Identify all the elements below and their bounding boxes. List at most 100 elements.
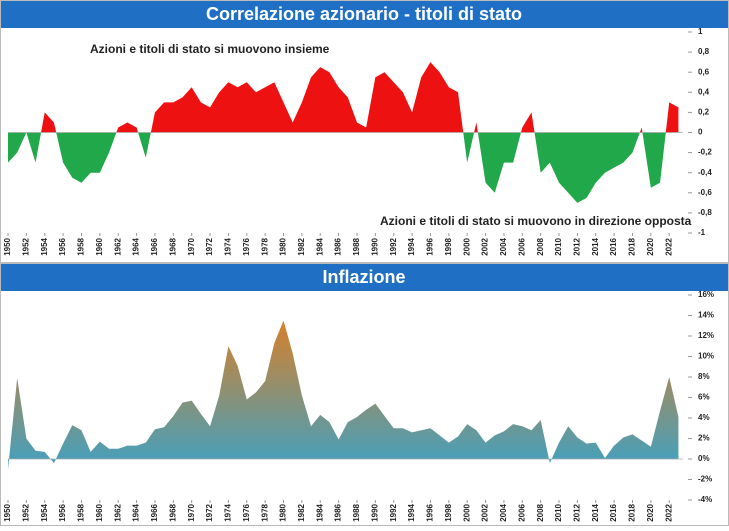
x-tick-label: 1992 [389,237,398,255]
x-tick-label: 1980 [279,503,288,521]
x-tick-label: 1994 [407,503,416,521]
x-tick-label: 1998 [444,237,453,255]
y-tick-label: 14% [698,311,714,320]
x-tick-label: 2016 [609,237,618,255]
x-tick-label: 1950 [3,503,12,521]
y-tick-label: -1 [698,228,706,237]
x-tick-label: 1956 [58,237,67,255]
x-tick-label: 2012 [572,237,581,255]
x-tick-label: 1964 [132,237,141,255]
y-tick-label: -0,6 [698,188,712,197]
x-tick-label: 2010 [554,237,563,255]
y-tick-label: -0,4 [698,168,712,177]
y-tick-label: 12% [698,331,714,340]
x-tick-label: 2022 [664,237,673,255]
x-tick-label: 1954 [40,237,49,255]
x-tick-label: 1958 [77,503,86,521]
x-tick-label: 1958 [77,237,86,255]
annotation: Azioni e titoli di stato si muovono in d… [380,214,692,228]
x-tick-label: 1966 [150,503,159,521]
x-tick-label: 1970 [187,503,196,521]
y-tick-label: 16% [698,290,714,299]
x-tick-label: 2012 [572,503,581,521]
x-tick-label: 1960 [95,237,104,255]
x-tick-label: 1980 [279,237,288,255]
x-tick-label: 2008 [536,503,545,521]
x-tick-label: 1956 [58,503,67,521]
x-tick-label: 1988 [352,237,361,255]
x-tick-label: 1978 [260,237,269,255]
x-tick-label: 2006 [517,237,526,255]
x-tick-label: 2006 [517,503,526,521]
x-tick-label: 1972 [205,237,214,255]
y-tick-label: 0 [698,128,703,137]
y-tick-label: 4% [698,413,710,422]
x-tick-label: 1982 [297,503,306,521]
area [8,320,679,470]
y-tick-label: 10% [698,352,714,361]
title-bar [1,1,728,28]
x-tick-label: 1964 [132,503,141,521]
x-tick-label: 2002 [481,237,490,255]
x-tick-label: 2016 [609,503,618,521]
y-tick-label: -0,8 [698,208,712,217]
x-tick-label: 1996 [426,503,435,521]
x-tick-label: 1996 [426,237,435,255]
x-tick-label: 2010 [554,503,563,521]
x-tick-label: 1952 [21,503,30,521]
x-tick-label: 1992 [389,503,398,521]
title-bar [1,264,728,291]
x-tick-label: 1962 [113,503,122,521]
x-tick-label: 1988 [352,503,361,521]
x-tick-label: 2002 [481,503,490,521]
y-tick-label: 0,8 [698,47,710,56]
x-tick-label: 1986 [334,237,343,255]
x-tick-label: 1990 [370,237,379,255]
y-tick-label: 8% [698,372,710,381]
x-tick-label: 2004 [499,503,508,521]
chart-title: Correlazione azionario - titoli di stato [206,4,522,24]
annotation: Azioni e titoli di stato si muovono insi… [90,42,330,56]
x-tick-label: 1952 [21,237,30,255]
x-tick-label: 1984 [315,503,324,521]
y-tick-label: 0% [698,454,710,463]
x-tick-label: 1984 [315,237,324,255]
y-tick-label: 6% [698,393,710,402]
x-tick-label: 1976 [242,237,251,255]
x-tick-label: 2008 [536,237,545,255]
x-tick-label: 1974 [224,237,233,255]
x-tick-label: 2020 [646,237,655,255]
x-tick-label: 1970 [187,237,196,255]
x-tick-label: 1998 [444,503,453,521]
x-tick-label: 1978 [260,503,269,521]
y-tick-label: 1 [698,27,703,36]
x-tick-label: 2014 [591,503,600,521]
x-tick-label: 1976 [242,503,251,521]
x-tick-label: 1974 [224,503,233,521]
x-tick-label: 2018 [628,237,637,255]
chart-title: Inflazione [322,267,405,287]
x-tick-label: 1962 [113,237,122,255]
x-tick-label: 1990 [370,503,379,521]
x-tick-label: 2014 [591,237,600,255]
y-tick-label: -4% [698,495,712,504]
x-tick-label: 2020 [646,503,655,521]
y-tick-label: -2% [698,475,712,484]
x-tick-label: 2022 [664,503,673,521]
x-tick-label: 2000 [462,503,471,521]
x-tick-label: 2018 [628,503,637,521]
x-tick-label: 1982 [297,237,306,255]
y-tick-label: 0,2 [698,108,710,117]
panel-frame [0,263,729,526]
x-tick-label: 2004 [499,237,508,255]
x-tick-label: 1986 [334,503,343,521]
x-tick-label: 2000 [462,237,471,255]
x-tick-label: 1954 [40,503,49,521]
y-tick-label: -0,2 [698,148,712,157]
x-tick-label: 1950 [3,237,12,255]
x-tick-label: 1968 [168,237,177,255]
y-tick-label: 2% [698,434,710,443]
x-tick-label: 1972 [205,503,214,521]
y-tick-label: 0,6 [698,67,710,76]
